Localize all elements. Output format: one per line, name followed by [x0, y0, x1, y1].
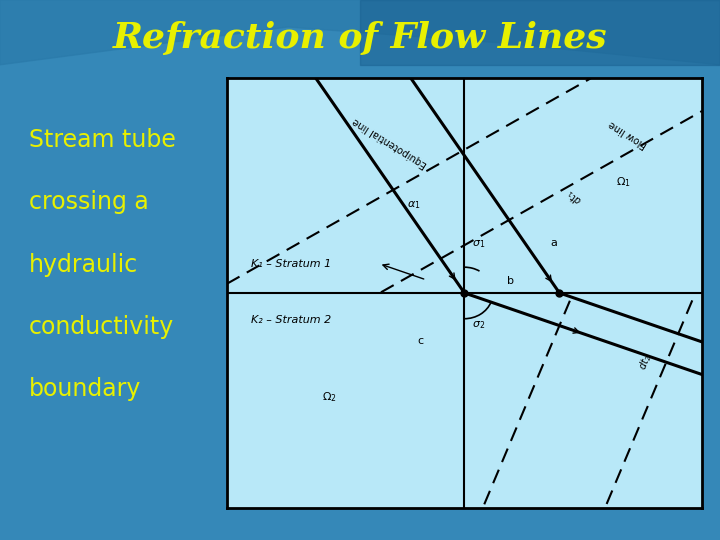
- Text: hydraulic: hydraulic: [29, 253, 138, 276]
- Text: Stream tube: Stream tube: [29, 129, 176, 152]
- Text: boundary: boundary: [29, 377, 141, 401]
- Polygon shape: [0, 0, 720, 65]
- Polygon shape: [360, 0, 720, 65]
- Text: conductivity: conductivity: [29, 315, 174, 339]
- Text: crossing a: crossing a: [29, 191, 148, 214]
- Text: Refraction of Flow Lines: Refraction of Flow Lines: [113, 21, 607, 55]
